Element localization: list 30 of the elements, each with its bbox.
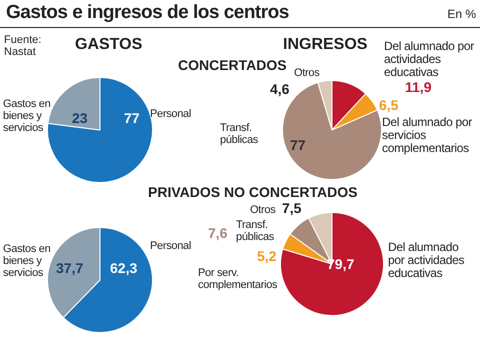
slice-label: Del alumnado por servicios complementarios (382, 115, 473, 156)
data-label: 11,9 (405, 79, 432, 96)
data-label: 7,6 (208, 225, 228, 241)
chart-title: Gastos e ingresos de los centros (6, 2, 290, 24)
data-label: 23 (72, 110, 89, 126)
data-label: 77 (290, 137, 307, 154)
data-label: 4,6 (270, 81, 290, 98)
slice-label: Personal (150, 240, 192, 252)
text: INGRESOS (283, 36, 368, 53)
data-label: 6,5 (379, 97, 400, 114)
slice-label: Personal (150, 108, 192, 120)
source-note: Fuente: Nastat (4, 34, 42, 58)
data-label: 37,7 (56, 260, 84, 276)
slice-label: Gastos en bienes y servicios (3, 243, 52, 280)
text: CONCERTADOS (178, 57, 287, 73)
slice-label: Por serv. complementarios (198, 267, 278, 292)
slice-label: Otros (250, 204, 276, 216)
data-label: 5,2 (257, 248, 278, 264)
slice-label: Transf. públicas (220, 122, 259, 146)
slice-label: Gastos en bienes y servicios (3, 98, 52, 134)
data-label: 77 (124, 110, 140, 126)
chart-subtitle: En % (446, 7, 476, 22)
slice-label: Del alumnado por actividades educativas (384, 39, 474, 80)
slice-label: Otros (294, 67, 320, 80)
text: GASTOS (75, 36, 144, 54)
data-label: 62,3 (110, 260, 138, 276)
chart-title: PRIVADOS NO CONCERTADOS (148, 184, 358, 200)
slice-label: Del alumnado por actividades educativas (388, 240, 466, 281)
slice-label: Transf. públicas (236, 219, 275, 244)
data-label: 7,5 (282, 200, 302, 216)
